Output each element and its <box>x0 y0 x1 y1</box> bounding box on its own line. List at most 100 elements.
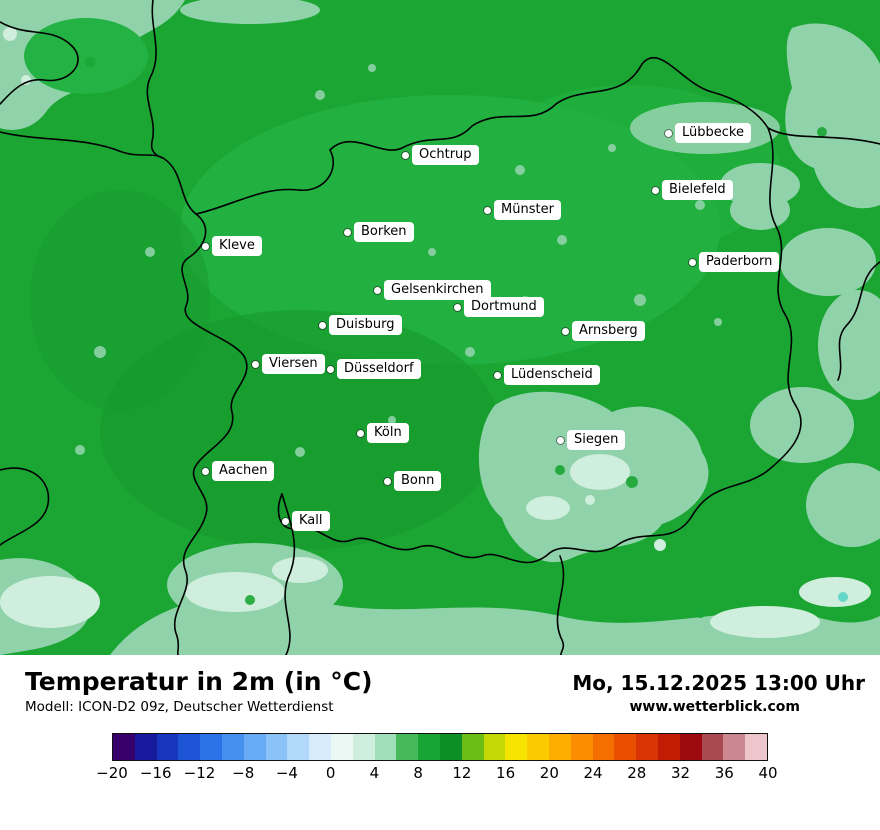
coldest-patches <box>0 27 871 638</box>
legend-tick-label: 12 <box>452 764 472 782</box>
city-label-bonn: Bonn <box>394 471 442 491</box>
legend-color-segment <box>396 734 419 760</box>
legend-tick-label: 4 <box>369 764 380 782</box>
city-marker-dot-duisburg <box>318 321 326 329</box>
city-marker-dot-bielefeld <box>651 186 659 194</box>
legend-color-segment <box>200 734 222 760</box>
city-label-borken: Borken <box>354 222 414 242</box>
city-marker-dot-ochtrup <box>401 151 409 159</box>
legend-color-segment <box>330 734 353 760</box>
map-area: Ochtrup Lübbecke Bielefeld Münster Borken Kle… <box>0 0 880 655</box>
city-label-m-nster: Münster <box>494 200 561 220</box>
city-marker-dot-arnsberg <box>561 327 569 335</box>
legend-color-segment <box>156 734 179 760</box>
legend-tick-label: 28 <box>627 764 647 782</box>
legend-tick-label: 0 <box>325 764 336 782</box>
legend-color-segment <box>505 734 528 760</box>
legend-colorbar <box>112 733 768 761</box>
legend-tick-label: 40 <box>758 764 778 782</box>
city-label-viersen: Viersen <box>262 354 325 374</box>
city-label-l-bbecke: Lübbecke <box>675 123 751 143</box>
legend-color-segment <box>679 734 702 760</box>
legend-color-segment <box>287 734 310 760</box>
city-marker-dot-l-denscheid <box>493 371 501 379</box>
city-marker-dot-kleve <box>201 242 209 250</box>
legend-color-segment <box>570 734 593 760</box>
city-marker-dot-aachen <box>201 467 209 475</box>
legend-color-segment <box>309 734 331 760</box>
city-label-arnsberg: Arnsberg <box>572 321 645 341</box>
city-label-siegen: Siegen <box>567 430 626 450</box>
legend-color-segment <box>178 734 201 760</box>
legend-color-segment <box>134 734 157 760</box>
legend-color-segment <box>352 734 375 760</box>
legend-color-segment <box>636 734 658 760</box>
legend-tick-label: 32 <box>670 764 691 782</box>
website-url: www.wetterblick.com <box>629 699 801 715</box>
city-label-d-sseldorf: Düsseldorf <box>337 359 421 379</box>
footer: Temperatur in 2m (in °C) Mo, 15.12.2025 … <box>0 655 880 830</box>
page-title: Temperatur in 2m (in °C) <box>25 667 373 696</box>
footer-sub-row: Modell: ICON-D2 09z, Deutscher Wetterdie… <box>0 696 880 715</box>
legend-color-segment <box>745 734 767 760</box>
footer-title-row: Temperatur in 2m (in °C) Mo, 15.12.2025 … <box>0 655 880 696</box>
city-label-dortmund: Dortmund <box>464 297 544 317</box>
legend-tick-label: −4 <box>275 764 298 782</box>
city-label-l-denscheid: Lüdenscheid <box>504 365 600 385</box>
legend-color-segment <box>548 734 571 760</box>
city-marker-dot-k-ln <box>356 429 364 437</box>
legend-color-segment <box>701 734 724 760</box>
temperature-legend: −20 −16 −12 −8 −4 0 4 8 12 16 20 24 28 32 36 40 <box>0 733 880 784</box>
legend-tick-label: 20 <box>539 764 559 782</box>
legend-tick-label: 8 <box>413 764 423 782</box>
city-marker-dot-paderborn <box>688 258 696 266</box>
legend-color-segment <box>657 734 680 760</box>
legend-color-segment <box>592 734 615 760</box>
legend-color-segment <box>374 734 397 760</box>
legend-tick-label: 36 <box>714 764 734 782</box>
city-label-bielefeld: Bielefeld <box>662 180 733 200</box>
model-info: Modell: ICON-D2 09z, Deutscher Wetterdie… <box>25 699 334 715</box>
city-label-kleve: Kleve <box>212 236 262 256</box>
city-marker-dot-siegen <box>556 436 564 444</box>
legend-color-segment <box>614 734 637 760</box>
city-marker-dot-kall <box>281 517 289 525</box>
legend-color-segment <box>483 734 506 760</box>
city-marker-dot-dortmund <box>453 303 461 311</box>
texture-speckles <box>75 57 862 618</box>
city-label-duisburg: Duisburg <box>329 315 402 335</box>
city-label-paderborn: Paderborn <box>699 252 780 272</box>
legend-tick-label: −16 <box>139 764 172 782</box>
city-marker-dot-d-sseldorf <box>326 365 334 373</box>
city-marker-dot-m-nster <box>483 206 491 214</box>
water-spot <box>838 592 848 602</box>
legend-color-segment <box>418 734 440 760</box>
city-label-gelsenkirchen: Gelsenkirchen <box>384 280 491 300</box>
city-label-aachen: Aachen <box>212 461 275 481</box>
legend-color-segment <box>265 734 288 760</box>
legend-color-segment <box>113 734 135 760</box>
legend-tick-label: 16 <box>496 764 516 782</box>
legend-tick-label: −12 <box>183 764 216 782</box>
city-label-ochtrup: Ochtrup <box>412 145 479 165</box>
legend-color-segment <box>527 734 549 760</box>
legend-color-segment <box>439 734 462 760</box>
city-marker-dot-bonn <box>383 477 391 485</box>
forecast-datetime: Mo, 15.12.2025 13:00 Uhr <box>572 671 865 695</box>
legend-tick-label: 24 <box>583 764 603 782</box>
legend-color-segment <box>461 734 484 760</box>
city-marker-dot-viersen <box>251 360 259 368</box>
city-label-k-ln: Köln <box>367 423 409 443</box>
legend-color-segment <box>221 734 244 760</box>
legend-tick-label: −20 <box>96 764 128 782</box>
city-marker-dot-borken <box>343 228 351 236</box>
city-label-layer: Ochtrup Lübbecke Bielefeld Münster Borken Kle… <box>201 123 780 531</box>
legend-color-segment <box>243 734 266 760</box>
city-marker-dot-gelsenkirchen <box>373 286 381 294</box>
border-lines <box>0 0 880 655</box>
legend-tick-labels: −20 −16 −12 −8 −4 0 4 8 12 16 20 24 28 32 36 40 <box>96 764 777 784</box>
legend-color-segment <box>723 734 746 760</box>
city-label-kall: Kall <box>292 511 330 531</box>
city-marker-dot-l-bbecke <box>664 129 672 137</box>
